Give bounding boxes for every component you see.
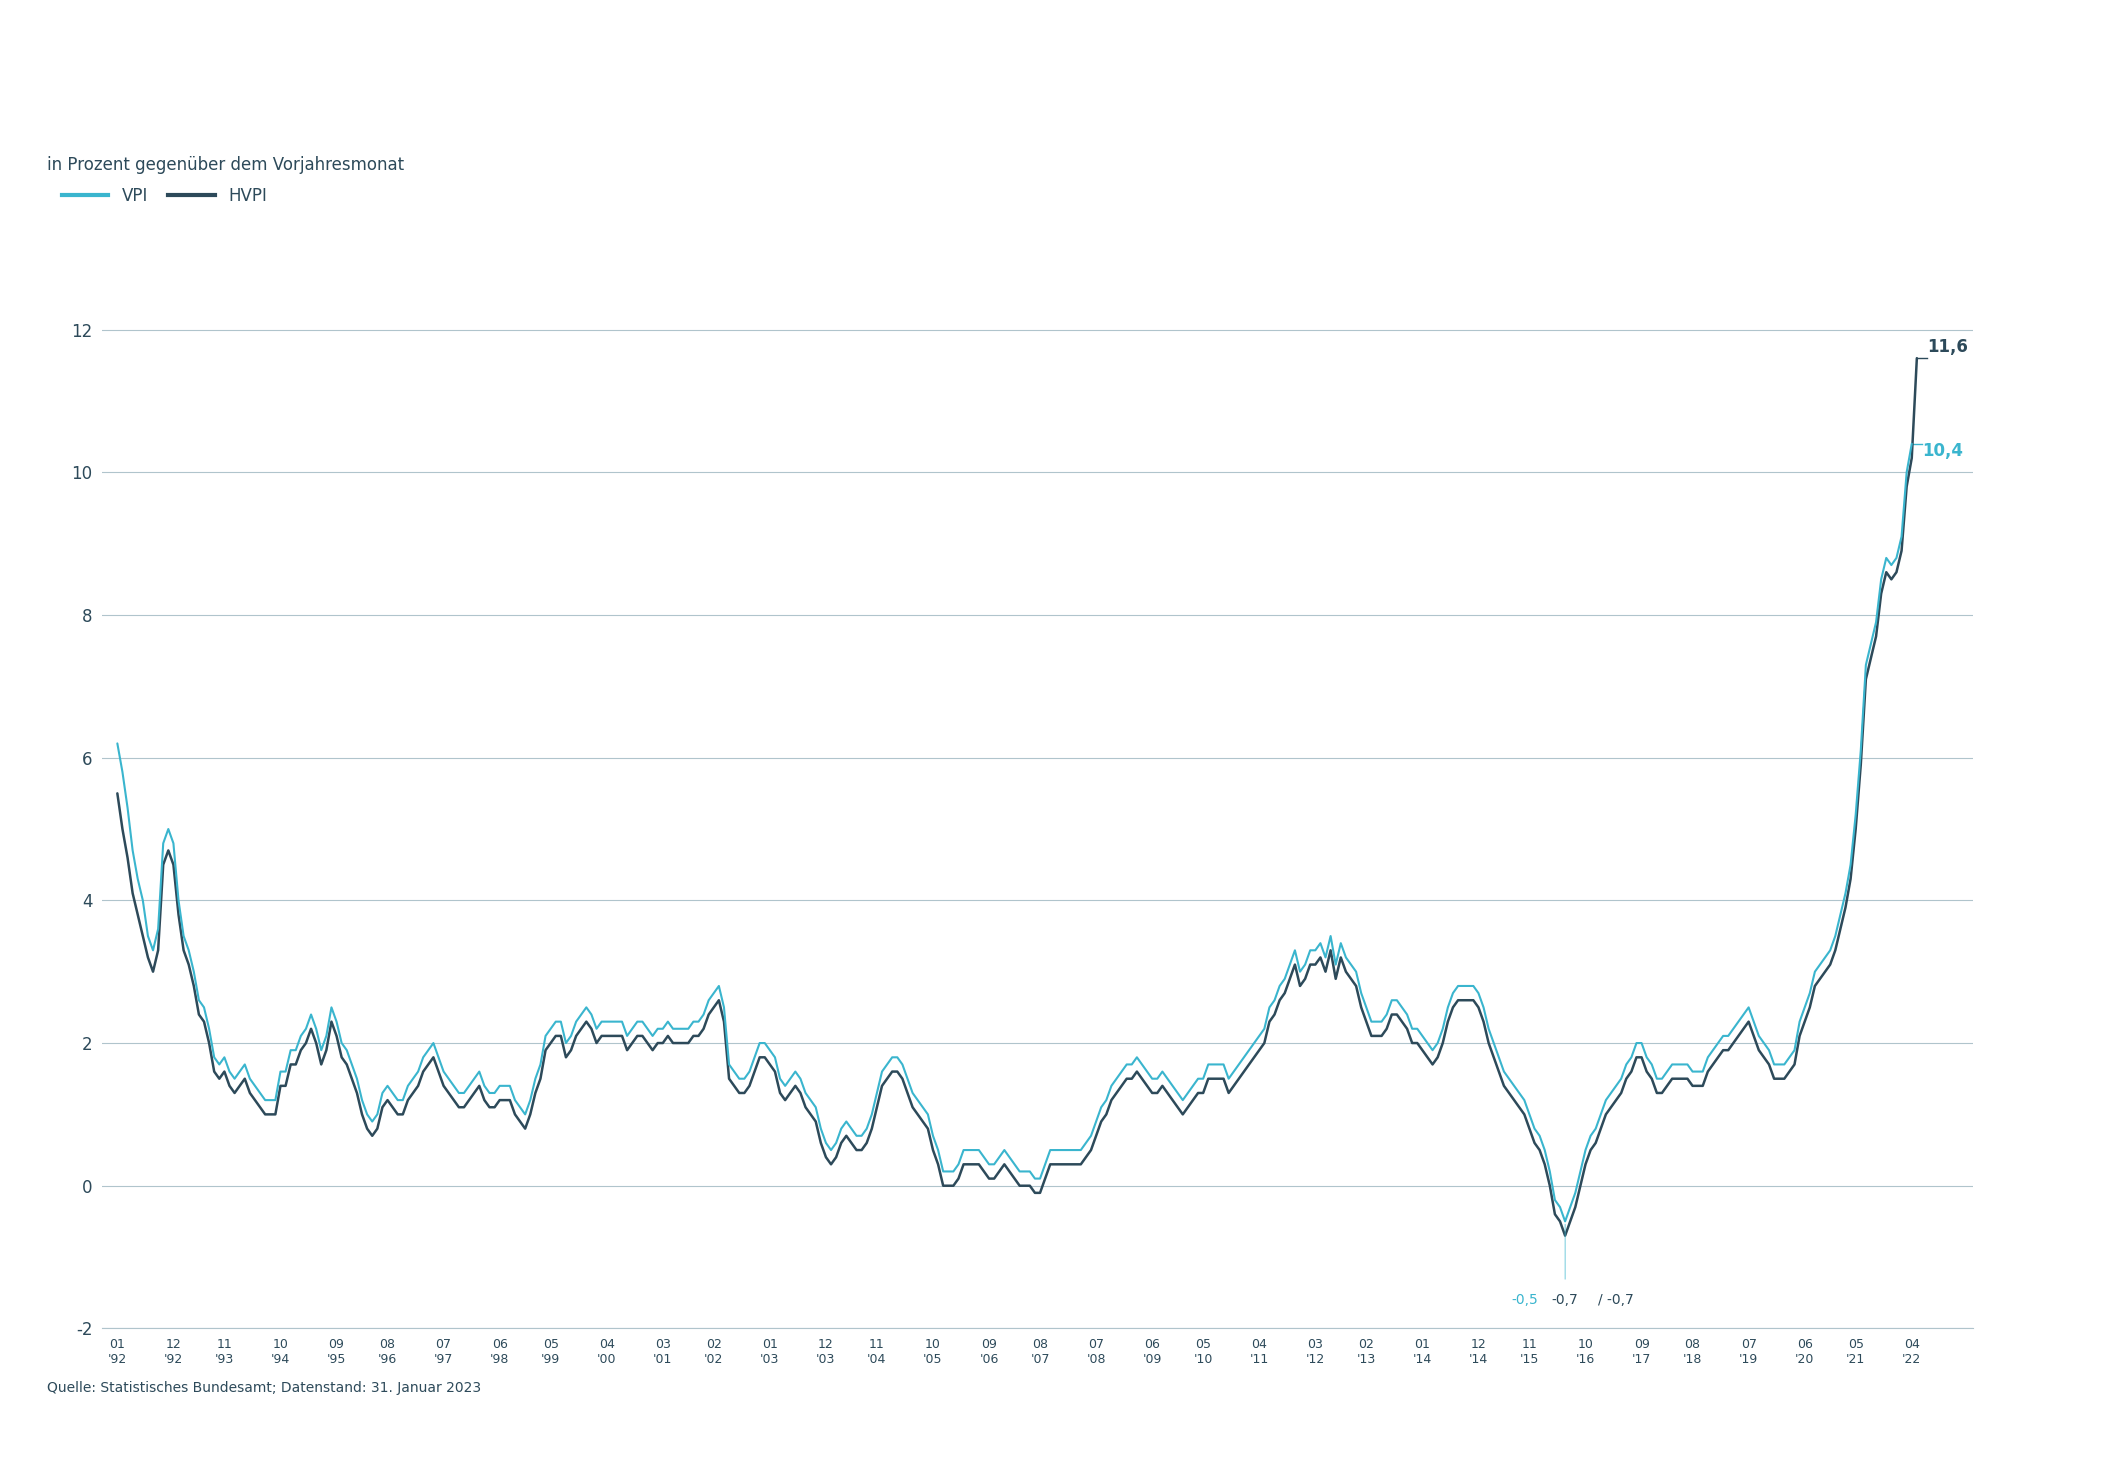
Text: -0,5: -0,5 xyxy=(1512,1293,1537,1306)
Text: Entwicklung der Inflationsrate in Deutschland: Entwicklung der Inflationsrate in Deutsc… xyxy=(38,58,723,83)
Text: in Prozent gegenüber dem Vorjahresmonat: in Prozent gegenüber dem Vorjahresmonat xyxy=(47,156,404,174)
Text: / -0,7: / -0,7 xyxy=(1599,1293,1635,1306)
Text: Quelle: Statistisches Bundesamt; Datenstand: 31. Januar 2023: Quelle: Statistisches Bundesamt; Datenst… xyxy=(47,1382,480,1395)
Legend: VPI, HVPI: VPI, HVPI xyxy=(55,180,274,213)
Text: 11,6: 11,6 xyxy=(1926,338,1969,357)
Text: -0,7: -0,7 xyxy=(1552,1293,1577,1306)
Text: 10,4: 10,4 xyxy=(1922,441,1962,461)
